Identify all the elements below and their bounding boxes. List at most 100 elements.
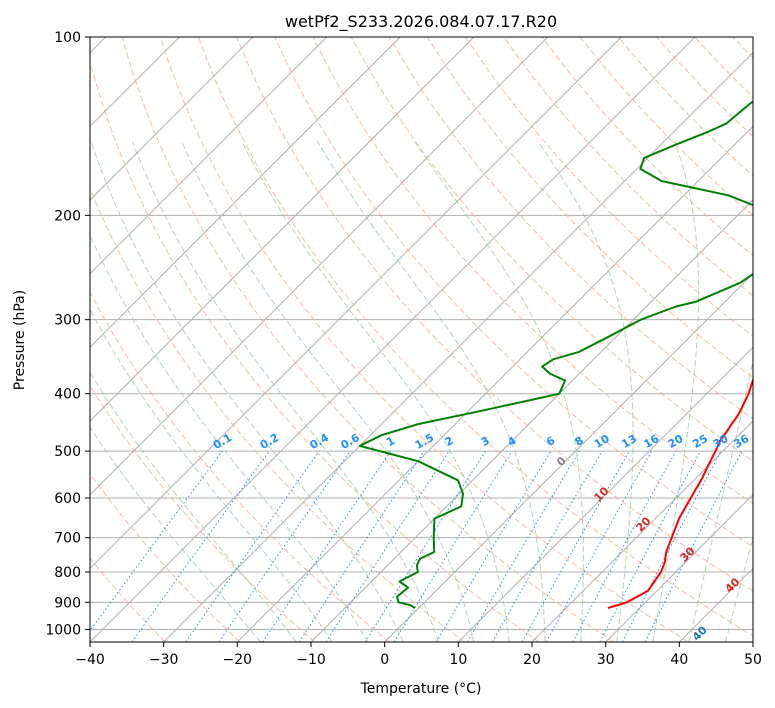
mixing-ratio-line (521, 450, 630, 642)
mixing-ratio-label: 2 (443, 434, 456, 449)
mixing-ratio-label: 0.4 (308, 431, 332, 452)
mixing-ratio-line (185, 450, 320, 642)
dry-adiabat-line (198, 37, 753, 637)
dry-adiabat-line (732, 37, 753, 59)
moist-adiabat-line (652, 141, 700, 642)
dry-adiabat-line (388, 37, 753, 420)
y-axis-label: Pressure (hPa) (12, 290, 28, 390)
dry-adiabat-line (90, 557, 166, 642)
mixing-ratio-label: 8 (573, 434, 586, 449)
x-tick-label: 30 (597, 652, 615, 668)
moist-adiabat-line (725, 536, 753, 642)
mixing-ratio-label: 6 (544, 434, 557, 449)
mixing-ratio-line (572, 450, 677, 642)
dry-adiabat-line (90, 59, 540, 642)
mixing-ratio-label: 1.5 (413, 431, 436, 452)
x-tick-label: 50 (744, 652, 762, 668)
mixing-ratio-line (435, 450, 552, 642)
x-tick-label: 40 (670, 652, 688, 668)
moist-adiabat-line (90, 233, 369, 642)
x-tick-label: −10 (296, 652, 326, 668)
isotherm-line (90, 37, 475, 422)
dry-adiabat-label: 40 (690, 623, 710, 643)
y-tick-label: 600 (54, 491, 81, 507)
isotherm-line (310, 199, 753, 642)
isotherm-line (236, 125, 753, 642)
mixing-ratio-label: 0.1 (211, 431, 234, 452)
dry-adiabat-line (90, 186, 465, 642)
isotherm-line (605, 493, 753, 642)
mixing-ratio-label: 25 (690, 432, 710, 451)
moist-adiabat-label: 30 (678, 544, 698, 564)
isotherm-line (90, 37, 328, 275)
curve-labels: 0.1 0.2 0.4 0.6 1 1.5 2 3 4 6 8 10 13 16 20 25 30 3640010… (211, 431, 752, 644)
mixing-ratio-label: 13 (619, 432, 639, 451)
mixing-ratio-label: 30 (711, 432, 731, 451)
dry-adiabat-line (694, 37, 753, 98)
moist-adiabat-line (90, 308, 333, 642)
isotherm-line (90, 37, 622, 570)
moist-adiabat-line (90, 371, 297, 642)
dry-adiabat-line (503, 37, 753, 297)
y-tick-label: 900 (54, 595, 81, 611)
isotherm-line (457, 346, 753, 642)
x-tick-label: 10 (449, 652, 467, 668)
dry-adiabat-line (159, 37, 689, 642)
dry-adiabat-line (236, 37, 753, 592)
x-tick-label: 0 (380, 652, 389, 668)
dewpoint-profile-line (358, 100, 753, 609)
moist-adiabat-line (181, 141, 475, 642)
isotherm-line (90, 37, 401, 349)
x-tick-label: −30 (149, 652, 179, 668)
temperature-profile-line (607, 376, 753, 609)
y-tick-label: 800 (54, 565, 81, 581)
moist-adiabat-line (241, 141, 510, 642)
dry-adiabat-line (121, 37, 614, 642)
x-tick-label: −20 (223, 652, 253, 668)
dry-adiabat-line (312, 37, 753, 505)
isotherm-line (384, 272, 753, 642)
moist-adiabat-line (414, 141, 584, 642)
plot-area (90, 37, 775, 642)
x-tick-label: 20 (523, 652, 541, 668)
dry-adiabat-line (90, 291, 390, 642)
mixing-ratio-label: 10 (592, 432, 612, 451)
mixing-ratio-line (131, 450, 270, 642)
chart-title: wetPf2_S233.2026.084.07.17.R20 (285, 12, 557, 32)
moist-adiabat-line (90, 141, 404, 642)
y-tick-label: 700 (54, 531, 81, 547)
isotherm-line (752, 641, 753, 642)
dry-adiabat-line (90, 472, 241, 642)
dry-adiabat-line (90, 384, 316, 642)
mixing-ratio-line (644, 450, 743, 642)
plot-frame (89, 36, 754, 643)
mixing-ratio-label: 1 (384, 434, 397, 449)
mixing-ratio-line (621, 450, 722, 642)
mixing-ratio-line (218, 450, 351, 642)
moist-adiabat-line (131, 141, 439, 642)
dry-adiabat-line (465, 37, 753, 338)
moist-adiabat-label: 20 (634, 514, 654, 534)
mixing-ratio-label: 3 (479, 434, 492, 449)
x-axis: −40 −30 −20 −10 0 10 20 30 40 50 (75, 642, 762, 668)
y-tick-label: 300 (54, 313, 81, 329)
dry-adiabat-line (771, 37, 775, 642)
moist-adiabat-line (688, 358, 753, 642)
mixing-ratio-label: 0.2 (258, 431, 281, 452)
y-tick-label: 500 (54, 444, 81, 460)
isotherm-line (90, 37, 696, 642)
x-axis-label: Temperature (°C) (360, 681, 482, 697)
dry-adiabat-line (541, 37, 753, 257)
mixing-ratio-line (545, 450, 653, 642)
mixing-ratio-label: 16 (641, 432, 661, 451)
y-tick-label: 200 (54, 208, 81, 224)
dry-adiabat-line (350, 37, 753, 462)
x-tick-label: −40 (75, 652, 105, 668)
dry-adiabat-line (274, 37, 753, 548)
y-tick-label: 400 (54, 387, 81, 403)
mixing-ratio-line (90, 450, 223, 632)
moist-adiabat-label: 40 (723, 575, 743, 595)
mixing-ratio-line (364, 450, 486, 642)
mixing-ratio-line (393, 450, 513, 642)
